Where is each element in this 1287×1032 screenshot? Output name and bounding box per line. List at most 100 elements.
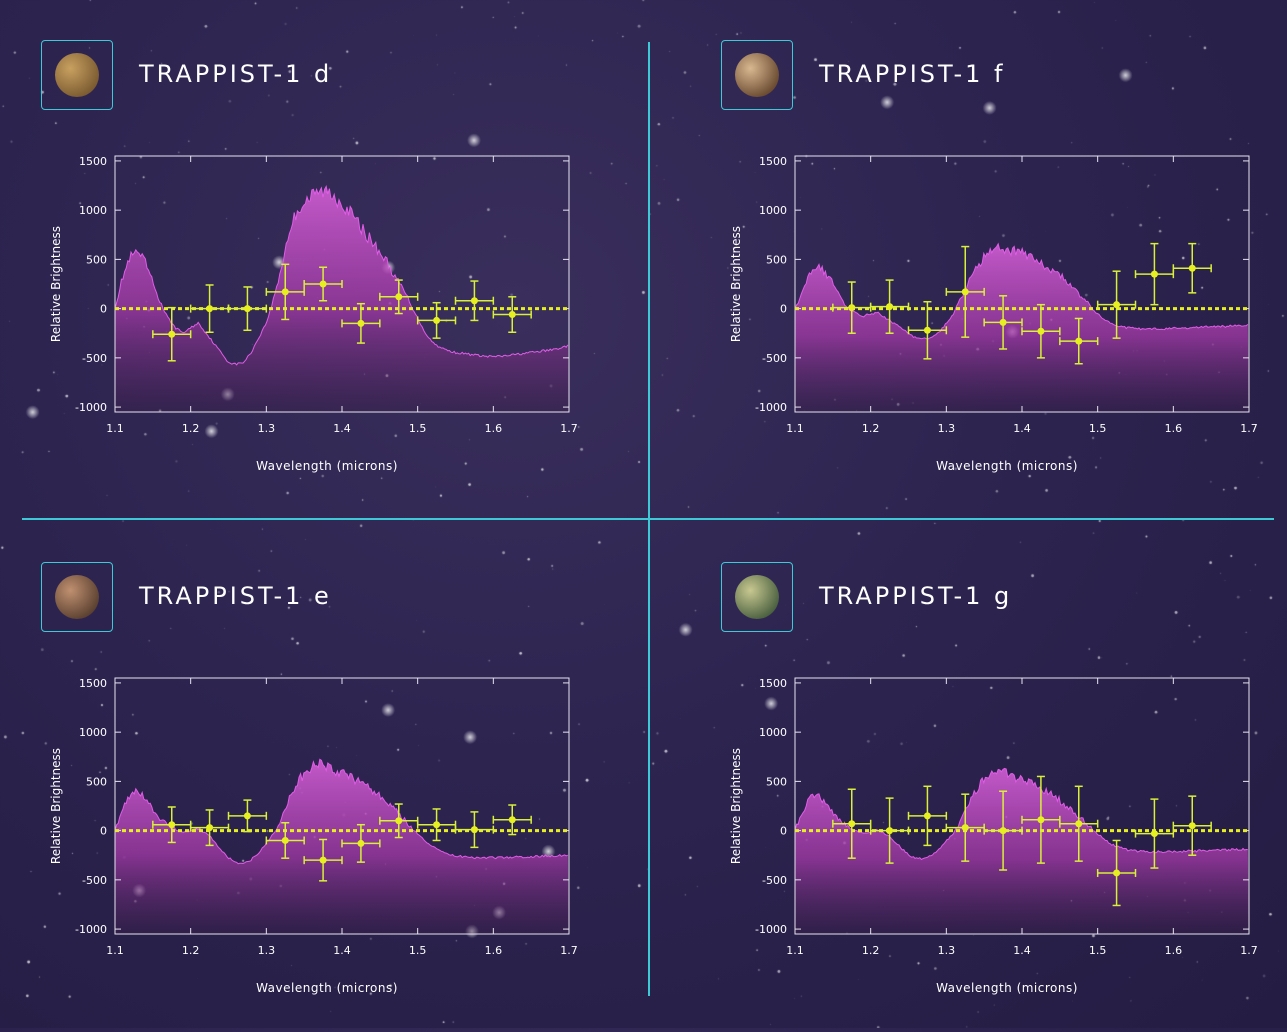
x-tick-label: 1.4 bbox=[1013, 422, 1031, 435]
x-tick-label: 1.5 bbox=[409, 944, 427, 957]
data-marker bbox=[1150, 270, 1158, 278]
planet-icon bbox=[55, 53, 99, 97]
x-tick-label: 1.7 bbox=[1240, 944, 1258, 957]
spectrum-chart: 1500 1000 500 0 -500 -1000 1.1 1.2 1.3 1.4 1.5 1.6 1… bbox=[49, 677, 578, 995]
data-point bbox=[945, 245, 985, 338]
data-point bbox=[152, 806, 192, 844]
y-tick-label: 0 bbox=[780, 825, 787, 838]
x-tick-label: 1.3 bbox=[258, 422, 276, 435]
x-tick-label: 1.5 bbox=[409, 422, 427, 435]
y-tick-label: 500 bbox=[766, 253, 787, 266]
x-tick-label: 1.2 bbox=[182, 422, 200, 435]
model-spectrum-line bbox=[115, 184, 569, 366]
data-marker bbox=[433, 821, 441, 829]
data-point bbox=[227, 799, 268, 833]
data-point bbox=[152, 306, 192, 362]
planet-title: TRAPPIST-1 g bbox=[819, 582, 1013, 610]
data-point bbox=[869, 797, 910, 864]
panel-trappist-1-g: TRAPPIST-1 g 1500 1000 500 0 -500 -1000 1.1 1.2… bbox=[680, 522, 1287, 1032]
x-tick-label: 1.7 bbox=[1240, 422, 1258, 435]
data-point bbox=[379, 803, 419, 839]
data-point bbox=[1134, 242, 1175, 306]
data-point bbox=[416, 808, 457, 842]
planet-thumbnail bbox=[721, 40, 793, 110]
y-tick-label: -1000 bbox=[75, 401, 107, 414]
planet-title: TRAPPIST-1 e bbox=[139, 582, 332, 610]
data-marker bbox=[395, 293, 403, 301]
model-spectrum bbox=[795, 767, 1249, 934]
data-point bbox=[869, 279, 910, 334]
data-point bbox=[341, 823, 381, 863]
x-axis-label: Wavelength (microns) bbox=[936, 981, 1078, 995]
data-point bbox=[1021, 775, 1061, 864]
data-marker bbox=[923, 812, 931, 820]
x-tick-label: 1.6 bbox=[485, 422, 503, 435]
x-axis-label: Wavelength (microns) bbox=[936, 459, 1078, 473]
y-tick-label: -500 bbox=[82, 874, 107, 887]
data-marker bbox=[281, 836, 289, 844]
spectrum-chart: 1500 1000 500 0 -500 -1000 1.1 1.2 1.3 1.4 1.5 1.6 1… bbox=[729, 677, 1258, 995]
spectrum-chart: 1500 1000 500 0 -500 -1000 1.1 1.2 1.3 1.4 1.5 1.6 1… bbox=[49, 155, 578, 473]
data-marker bbox=[961, 288, 969, 296]
y-tick-label: 1500 bbox=[79, 155, 107, 168]
x-tick-label: 1.4 bbox=[1013, 944, 1031, 957]
y-tick-label: 1000 bbox=[759, 204, 787, 217]
data-point bbox=[1172, 795, 1212, 856]
x-tick-label: 1.3 bbox=[938, 944, 956, 957]
data-point bbox=[983, 295, 1023, 350]
data-marker bbox=[999, 318, 1007, 326]
data-point bbox=[907, 300, 948, 360]
model-spectrum-fill bbox=[795, 768, 1249, 934]
y-tick-label: -1000 bbox=[75, 923, 107, 936]
x-tick-label: 1.3 bbox=[258, 944, 276, 957]
panel-trappist-1-d: TRAPPIST-1 d 1500 1000 500 0 -500 -1000 1.1 1.2… bbox=[0, 0, 640, 510]
y-tick-label: -1000 bbox=[755, 923, 787, 936]
data-marker bbox=[470, 826, 478, 834]
planet-title: TRAPPIST-1 d bbox=[139, 60, 333, 88]
horizontal-divider bbox=[22, 518, 1274, 520]
data-point bbox=[454, 280, 495, 322]
spectrum-chart: 1500 1000 500 0 -500 -1000 1.1 1.2 1.3 1.4 1.5 1.6 1… bbox=[729, 155, 1258, 473]
data-marker bbox=[1037, 327, 1045, 335]
x-tick-label: 1.3 bbox=[938, 422, 956, 435]
x-tick-label: 1.2 bbox=[862, 944, 880, 957]
x-tick-label: 1.2 bbox=[862, 422, 880, 435]
planet-icon bbox=[735, 575, 779, 619]
data-point bbox=[1134, 798, 1175, 869]
data-marker bbox=[395, 817, 403, 825]
data-point bbox=[832, 788, 872, 859]
data-marker bbox=[1075, 820, 1083, 828]
y-tick-label: 500 bbox=[86, 253, 107, 266]
data-marker bbox=[508, 311, 516, 319]
planet-thumbnail bbox=[41, 40, 113, 110]
x-tick-label: 1.1 bbox=[106, 422, 124, 435]
y-tick-label: 1500 bbox=[759, 155, 787, 168]
data-point bbox=[983, 790, 1023, 871]
data-marker bbox=[1075, 337, 1083, 345]
data-marker bbox=[1037, 816, 1045, 824]
x-tick-label: 1.6 bbox=[485, 944, 503, 957]
x-tick-label: 1.6 bbox=[1165, 422, 1183, 435]
data-point bbox=[1096, 839, 1137, 907]
y-axis-label: Relative Brightness bbox=[729, 226, 743, 342]
data-marker bbox=[1188, 264, 1196, 272]
x-tick-label: 1.1 bbox=[786, 422, 804, 435]
data-point bbox=[416, 301, 457, 339]
x-tick-label: 1.4 bbox=[333, 944, 351, 957]
data-point bbox=[1096, 270, 1137, 339]
data-point bbox=[1059, 317, 1099, 365]
data-point bbox=[1172, 242, 1212, 294]
data-marker bbox=[206, 305, 214, 313]
data-marker bbox=[206, 824, 214, 832]
planet-thumbnail bbox=[41, 562, 113, 632]
data-marker bbox=[848, 304, 856, 312]
data-point bbox=[907, 785, 948, 847]
data-marker bbox=[923, 326, 931, 334]
y-tick-label: -500 bbox=[762, 352, 787, 365]
data-marker bbox=[961, 824, 969, 832]
data-marker bbox=[1113, 869, 1121, 877]
data-marker bbox=[357, 319, 365, 327]
x-axis-label: Wavelength (microns) bbox=[256, 981, 398, 995]
panel-trappist-1-f: TRAPPIST-1 f 1500 1000 500 0 -500 -1000 1.1 1.2… bbox=[680, 0, 1287, 510]
data-marker bbox=[999, 827, 1007, 835]
